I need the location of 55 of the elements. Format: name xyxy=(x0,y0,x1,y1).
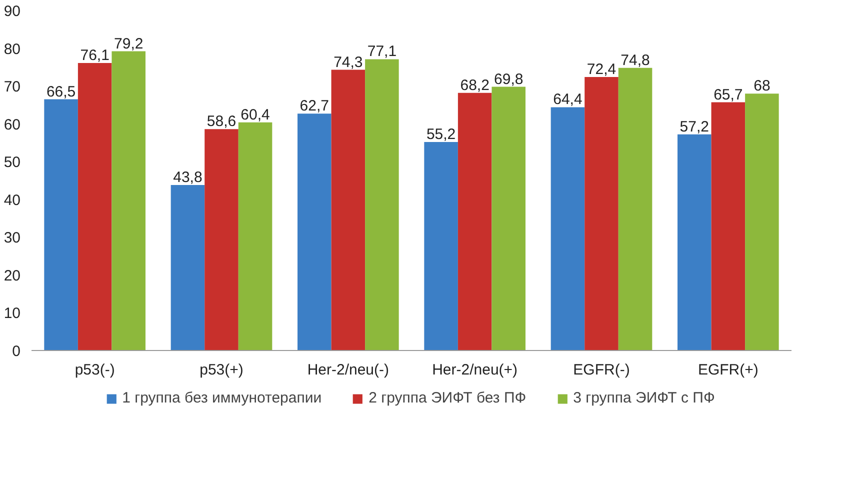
bar xyxy=(365,59,399,350)
bar xyxy=(170,185,205,350)
y-tick-label: 50 xyxy=(4,154,21,172)
data-label: 74,8 xyxy=(620,52,650,69)
x-tick-label: p53(-) xyxy=(74,362,115,378)
data-label: 64,4 xyxy=(553,91,582,108)
bar xyxy=(298,114,332,350)
y-tick-label: 0 xyxy=(12,343,20,360)
bar xyxy=(492,86,526,350)
bar xyxy=(584,76,618,350)
data-label: 58,6 xyxy=(206,113,236,130)
data-label: 68,2 xyxy=(460,76,490,94)
y-tick-label: 90 xyxy=(4,3,21,20)
x-tick-label: p53(+) xyxy=(200,362,244,378)
legend-label: 3 группа ЭИФТ с ПФ xyxy=(573,390,715,406)
data-label: 74,3 xyxy=(334,54,363,71)
bar xyxy=(112,51,146,350)
data-label: 65,7 xyxy=(714,86,743,104)
y-tick-label: 70 xyxy=(4,78,21,96)
bar xyxy=(550,107,585,350)
y-tick-label: 40 xyxy=(4,192,21,209)
data-label: 76,1 xyxy=(80,47,110,64)
x-tick-label: Her-2/neu(-) xyxy=(307,362,390,378)
y-tick-label: 60 xyxy=(4,116,21,134)
data-label: 77,1 xyxy=(367,43,397,60)
y-tick-label: 20 xyxy=(4,267,21,284)
bar xyxy=(331,70,366,350)
bar xyxy=(618,68,652,350)
legend-label: 2 группа ЭИФТ без ПФ xyxy=(368,390,526,406)
x-tick-label: EGFR(+) xyxy=(698,362,758,378)
bar xyxy=(424,142,458,350)
y-tick-label: 80 xyxy=(4,40,21,58)
bar xyxy=(44,99,78,350)
data-label: 43,8 xyxy=(173,169,202,186)
bar xyxy=(678,134,712,350)
data-label: 72,4 xyxy=(586,60,616,78)
bar xyxy=(711,102,746,350)
data-label: 55,2 xyxy=(426,126,456,143)
x-tick-label: EGFR(-) xyxy=(573,362,630,378)
data-label: 69,8 xyxy=(494,70,524,88)
legend-label: 1 группа без иммунотерапии xyxy=(122,390,322,406)
data-label: 57,2 xyxy=(680,118,709,136)
y-tick-label: 30 xyxy=(4,230,21,247)
data-label: 62,7 xyxy=(300,98,329,115)
bar xyxy=(78,63,112,350)
data-label: 79,2 xyxy=(114,35,144,52)
x-tick-label: Her-2/neu(+) xyxy=(432,362,518,378)
data-label: 66,5 xyxy=(46,83,76,100)
y-tick-label: 10 xyxy=(4,305,21,322)
data-label: 68 xyxy=(754,78,770,95)
bar xyxy=(458,92,492,350)
data-label: 60,4 xyxy=(240,106,270,124)
bar xyxy=(745,94,779,350)
bar xyxy=(238,122,272,350)
bar xyxy=(204,129,238,350)
